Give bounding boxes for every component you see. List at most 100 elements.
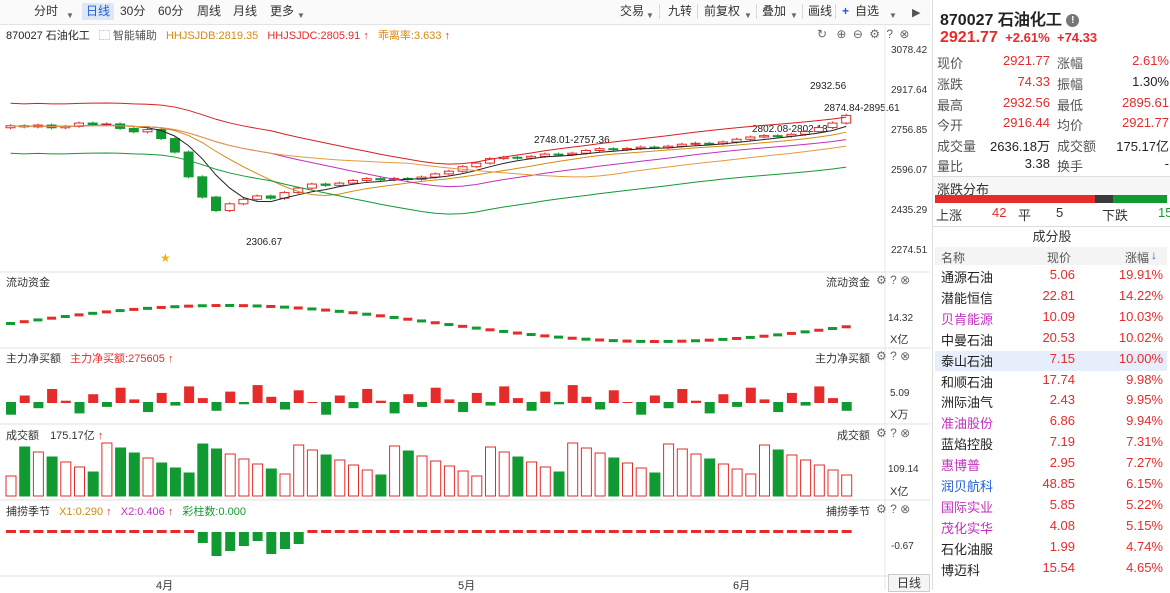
flow-mark xyxy=(622,339,632,343)
net-buy-bar xyxy=(677,389,688,403)
stock-price: 17.74 xyxy=(1042,371,1075,387)
flow-mark xyxy=(129,307,139,311)
volume-bar xyxy=(676,448,688,497)
candle-body xyxy=(485,158,495,164)
distribution-counts: 上涨 42 平 5 下跌 15 xyxy=(936,205,1170,223)
period-60min[interactable]: 60分 xyxy=(158,4,184,18)
flow-mark xyxy=(828,327,837,331)
close-icon[interactable]: ⊗ xyxy=(900,273,911,287)
season-bar xyxy=(47,530,58,533)
zoom-in-icon[interactable]: ⊕ xyxy=(836,27,847,41)
list-item[interactable]: 蓝焰控股 7.19 7.31% xyxy=(935,434,1167,454)
list-item[interactable]: 和顺石油 17.74 9.98% xyxy=(935,372,1167,392)
net-buy-value: 主力净买额:275605 xyxy=(70,353,165,365)
period-switch-button[interactable]: 日线 xyxy=(888,574,930,592)
volume-bar xyxy=(608,457,620,497)
chevron-down-icon[interactable]: ▼ xyxy=(889,11,897,20)
flow-mark xyxy=(280,305,289,309)
up-arrow-icon: ↑ xyxy=(444,30,451,42)
volume-bar xyxy=(745,473,757,497)
settings-icon[interactable]: ⚙ xyxy=(876,273,887,287)
period-more[interactable]: 更多 xyxy=(270,4,295,18)
quote-row: 成交量 2636.18万 成交额 175.17亿 xyxy=(937,136,1169,156)
collapse-icon[interactable]: ▶ xyxy=(912,7,921,19)
nine-turn-button[interactable]: 九转 xyxy=(668,4,693,18)
zoom-out-icon[interactable]: ⊖ xyxy=(852,27,863,41)
draw-button[interactable]: 画线 xyxy=(808,4,833,18)
list-item[interactable]: 中曼石油 20.53 10.02% xyxy=(935,330,1167,350)
plus-icon[interactable]: + xyxy=(842,4,850,18)
assist-label[interactable]: 智能辅助 xyxy=(112,30,157,42)
season-bar xyxy=(19,530,30,533)
list-item[interactable]: 潜能恒信 22.81 14.22% xyxy=(935,288,1167,308)
net-buy-bar xyxy=(458,402,469,413)
season-bar xyxy=(403,530,414,533)
season-header: 捕捞季节 X1:0.290 ↑ X2:0.406 ↑ 彩柱数:0.000 xyxy=(6,503,246,519)
list-item[interactable]: 洲际油气 2.43 9.95% xyxy=(935,392,1167,412)
close-icon[interactable]: ⊗ xyxy=(900,502,911,516)
flow-mark xyxy=(499,329,509,333)
info-icon[interactable]: ! xyxy=(1066,14,1080,28)
col-name[interactable]: 名称 xyxy=(941,251,966,265)
season-bar xyxy=(759,530,770,533)
help-icon[interactable]: ? xyxy=(890,349,897,363)
x-axis-label: 6月 xyxy=(733,580,751,592)
net-buy-axis: 5.09 xyxy=(890,388,910,399)
stock-price: 20.53 xyxy=(1042,329,1075,345)
list-item[interactable]: 通源石油 5.06 19.91% xyxy=(935,267,1167,287)
help-icon[interactable]: ? xyxy=(890,502,897,516)
period-intraday[interactable]: 分时 xyxy=(34,4,59,18)
candle-body xyxy=(348,179,358,184)
period-weekly[interactable]: 周线 xyxy=(197,4,222,18)
settings-icon[interactable]: ⚙ xyxy=(876,426,887,440)
period-daily[interactable]: 日线 xyxy=(82,3,115,20)
add-watchlist-button[interactable]: 自选 xyxy=(855,4,880,18)
season-bar xyxy=(677,530,688,533)
list-item[interactable]: 国际实业 5.85 5.22% xyxy=(935,497,1167,517)
season-bar xyxy=(649,530,660,533)
stock-name: 惠博普 xyxy=(941,458,981,474)
list-item[interactable]: 石化油服 1.99 4.74% xyxy=(935,539,1167,559)
chevron-down-icon[interactable]: ▼ xyxy=(66,11,74,20)
kline-chart[interactable]: ★ xyxy=(0,24,930,590)
refresh-icon[interactable]: ↻ xyxy=(817,27,828,41)
list-item[interactable]: 润贝航科 48.85 6.15% xyxy=(935,476,1167,496)
list-item[interactable]: 惠博普 2.95 7.27% xyxy=(935,455,1167,475)
period-30min[interactable]: 30分 xyxy=(120,4,146,18)
season-bar xyxy=(238,532,249,546)
chevron-down-icon[interactable]: ▼ xyxy=(297,11,305,20)
period-monthly[interactable]: 月线 xyxy=(233,4,258,18)
divider xyxy=(697,4,698,19)
list-item[interactable]: 茂化实华 4.08 5.15% xyxy=(935,518,1167,538)
candle-body xyxy=(334,182,345,186)
list-item[interactable]: 贝肯能源 10.09 10.03% xyxy=(935,309,1167,329)
stock-price: 7.19 xyxy=(1049,434,1075,450)
col-pct[interactable]: 涨幅 xyxy=(1125,251,1150,265)
list-item[interactable]: 泰山石油 7.15 10.00% xyxy=(935,350,1167,371)
settings-icon[interactable]: ⚙ xyxy=(876,502,887,516)
adjust-button[interactable]: 前复权 xyxy=(704,4,741,18)
help-icon[interactable]: ? xyxy=(886,27,894,41)
stock-name: 润贝航科 xyxy=(941,479,994,494)
stock-pct: 10.02% xyxy=(1118,329,1163,345)
settings-icon[interactable]: ⚙ xyxy=(869,27,880,41)
field-value: 2.61% xyxy=(1132,53,1169,68)
list-item[interactable]: 准油股份 6.86 9.94% xyxy=(935,413,1167,433)
settings-icon[interactable]: ⚙ xyxy=(876,349,887,363)
season-bar xyxy=(567,530,578,533)
col-price[interactable]: 现价 xyxy=(1047,251,1072,265)
volume-bar xyxy=(526,461,538,497)
help-icon[interactable]: ? xyxy=(890,426,897,440)
list-item[interactable]: 博迈科 15.54 4.65% xyxy=(935,560,1167,580)
stock-price: 5.06 xyxy=(1049,267,1075,282)
trade-button[interactable]: 交易 xyxy=(620,4,645,18)
close-icon[interactable]: ⊗ xyxy=(900,426,911,440)
candle-body xyxy=(567,152,578,156)
help-icon[interactable]: ? xyxy=(890,273,897,287)
overlay-button[interactable]: 叠加 xyxy=(762,4,787,18)
sort-down-icon[interactable]: ↓ xyxy=(1151,248,1157,262)
close-icon[interactable]: ⊗ xyxy=(899,27,910,41)
up-label: 上涨 xyxy=(936,208,963,223)
stock-pct: 4.74% xyxy=(1126,538,1163,554)
close-icon[interactable]: ⊗ xyxy=(900,349,911,363)
